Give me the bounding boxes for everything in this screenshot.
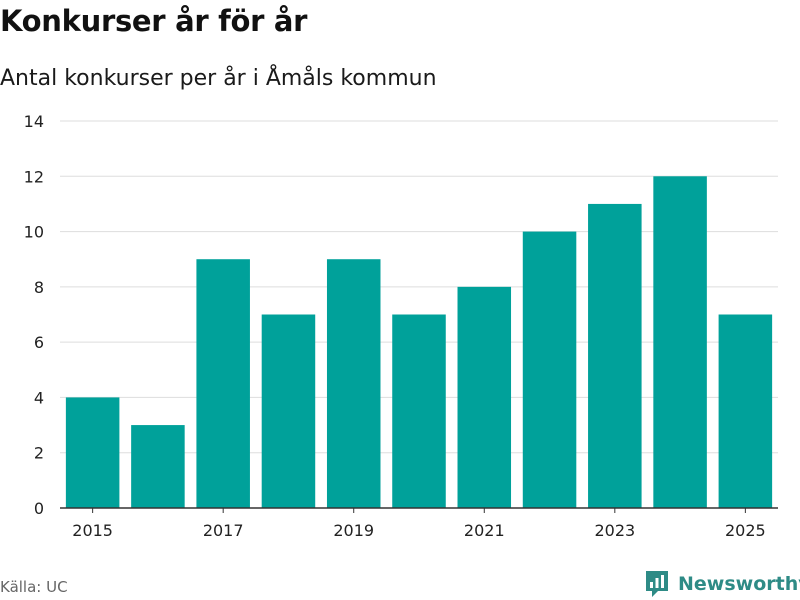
x-tick-label: 2025: [725, 521, 766, 540]
y-tick-label: 8: [34, 278, 44, 297]
y-tick-label: 0: [34, 499, 44, 518]
newsworthy-logo: Newsworthy: [644, 568, 800, 600]
y-axis-ticks: 0 2 4 6 8 10 12 14: [24, 112, 44, 518]
bar-2019: [326, 259, 381, 508]
x-tick-label: 2017: [203, 521, 244, 540]
x-tick-label: 2015: [72, 521, 113, 540]
y-tick-label: 12: [24, 167, 44, 186]
x-axis-ticks: 2015 2017 2019 2021 2023 2025: [72, 508, 766, 540]
bars: [65, 176, 773, 509]
chart-title: Konkurser år för år: [0, 4, 308, 38]
x-tick-label: 2023: [594, 521, 635, 540]
bar-2023: [588, 203, 642, 508]
y-tick-label: 10: [24, 223, 44, 242]
y-tick-label: 14: [24, 112, 44, 131]
bar-2015: [65, 397, 120, 508]
y-tick-label: 2: [34, 444, 44, 463]
bar-2021: [457, 286, 512, 508]
bar-2025: [718, 314, 773, 508]
x-tick-label: 2021: [464, 521, 505, 540]
newsworthy-logo-icon: [646, 571, 668, 597]
x-tick-label: 2019: [333, 521, 374, 540]
bar-2017: [196, 259, 250, 508]
bar-2020: [392, 314, 446, 508]
bar-2018: [261, 314, 316, 508]
bar-2022: [522, 231, 577, 509]
y-tick-label: 6: [34, 333, 44, 352]
brand-name: Newsworthy: [678, 573, 800, 595]
y-tick-label: 4: [34, 388, 44, 407]
bar-2016: [131, 425, 185, 508]
source-note: Källa: UC: [0, 578, 68, 596]
chart-subtitle: Antal konkurser per år i Åmåls kommun: [0, 66, 437, 91]
bar-2024: [653, 176, 707, 509]
